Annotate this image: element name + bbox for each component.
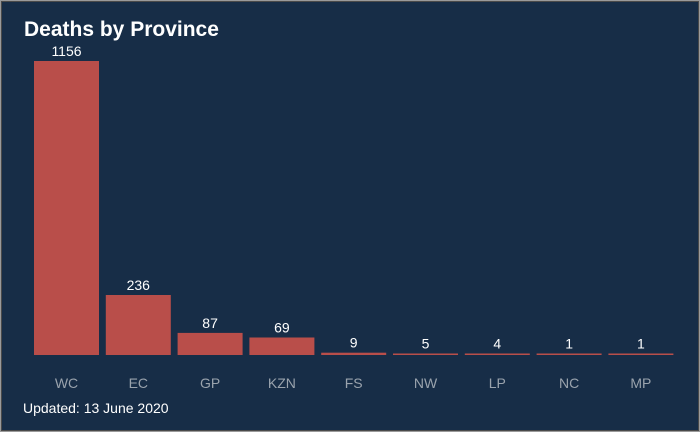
- x-tick-gp: GP: [200, 375, 220, 391]
- bar-nc: [536, 353, 602, 355]
- bar-fs: [321, 352, 387, 355]
- x-tick-wc: WC: [55, 375, 78, 391]
- bar-wc: [34, 61, 99, 355]
- data-label-mp: 1: [637, 336, 645, 352]
- bar-kzn: [249, 337, 315, 355]
- data-label-ec: 236: [127, 277, 151, 293]
- bar-ec: [105, 295, 171, 355]
- x-tick-lp: LP: [489, 375, 506, 391]
- bar-lp: [464, 353, 530, 355]
- x-tick-fs: FS: [345, 375, 363, 391]
- data-label-nw: 5: [422, 336, 430, 352]
- data-label-kzn: 69: [274, 320, 290, 336]
- bar-nw: [393, 353, 458, 355]
- x-tick-ec: EC: [129, 375, 148, 391]
- x-tick-mp: MP: [630, 375, 651, 391]
- updated-note: Updated: 13 June 2020: [23, 400, 169, 416]
- chart-title: Deaths by Province: [24, 18, 219, 41]
- bar-mp: [608, 353, 674, 355]
- x-tick-nw: NW: [414, 375, 438, 391]
- data-label-nc: 1: [565, 336, 573, 352]
- data-label-gp: 87: [202, 315, 218, 331]
- data-label-lp: 4: [493, 336, 501, 352]
- data-label-fs: 9: [350, 335, 358, 351]
- x-tick-nc: NC: [559, 375, 579, 391]
- data-label-wc: 1156: [51, 43, 81, 59]
- bar-gp: [177, 332, 243, 355]
- x-tick-kzn: KZN: [268, 375, 296, 391]
